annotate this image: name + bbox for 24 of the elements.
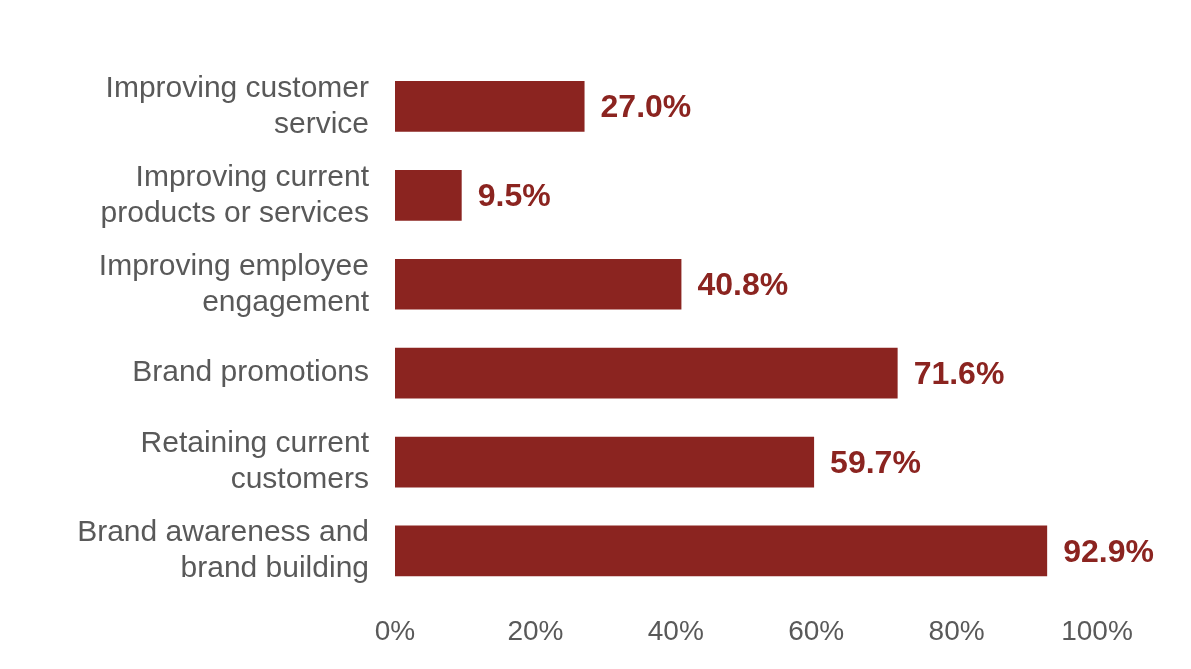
x-tick-label: 20% bbox=[507, 614, 564, 646]
data-label: 9.5% bbox=[477, 177, 551, 214]
y-tick-label: Improving employee engagement bbox=[98, 247, 370, 317]
bar bbox=[395, 436, 815, 488]
data-label: 59.7% bbox=[830, 443, 921, 480]
x-tick-label: 60% bbox=[788, 614, 845, 646]
bar bbox=[395, 81, 585, 132]
y-tick-label: Brand awareness and brand building bbox=[77, 514, 369, 584]
y-tick-label: Retaining current customers bbox=[140, 425, 370, 495]
x-tick-label: 80% bbox=[928, 614, 985, 646]
bar bbox=[395, 170, 462, 221]
data-label: 27.0% bbox=[600, 88, 692, 125]
y-tick-label: Improving current products or services bbox=[100, 158, 370, 228]
bar bbox=[395, 258, 682, 310]
x-tick-label: 0% bbox=[374, 614, 416, 646]
data-label: 71.6% bbox=[913, 354, 1005, 391]
bar bbox=[395, 525, 1048, 577]
data-label: 40.8% bbox=[697, 266, 789, 303]
bar bbox=[395, 347, 898, 399]
x-tick-label: 100% bbox=[1061, 614, 1133, 646]
y-tick-label: Improving customer service bbox=[105, 69, 369, 139]
x-tick-label: 40% bbox=[647, 614, 704, 646]
y-tick-label: Brand promotions bbox=[132, 354, 369, 388]
data-label: 92.9% bbox=[1063, 532, 1154, 569]
